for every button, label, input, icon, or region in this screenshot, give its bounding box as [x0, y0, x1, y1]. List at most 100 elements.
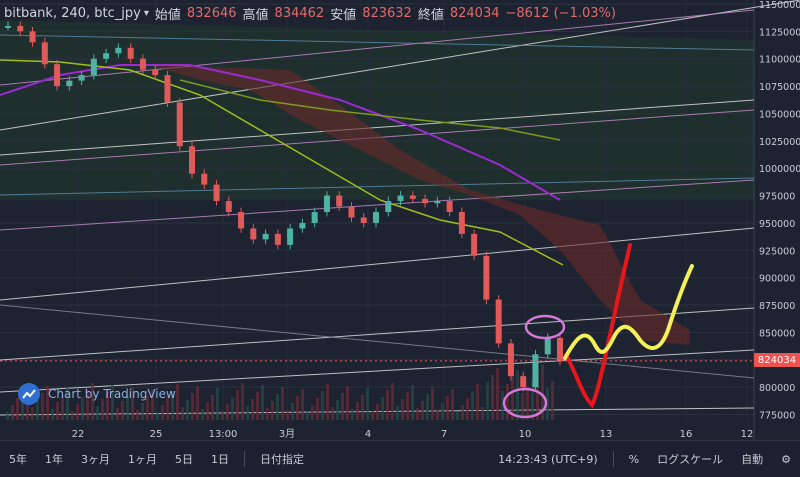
range-1d-button[interactable]: 1日 [211, 453, 229, 466]
volume-bar [341, 393, 344, 420]
y-tick-label: 1000000 [759, 164, 800, 175]
volume-bar [351, 409, 354, 420]
volume-bar [311, 405, 314, 420]
y-tick-label: 800000 [759, 383, 795, 394]
candle-body [274, 233, 281, 245]
log-scale-toggle[interactable]: ログスケール [657, 453, 724, 466]
volume-bar [346, 386, 349, 420]
volume-bar [421, 401, 424, 420]
volume-bar [116, 408, 119, 420]
volume-bar [71, 411, 74, 420]
y-tick-label: 1075000 [759, 82, 800, 93]
range-5d-button[interactable]: 5日 [175, 453, 193, 466]
y-tick-label: 925000 [759, 246, 795, 257]
volume-bar [61, 395, 64, 420]
volume-bar [241, 383, 244, 420]
volume-bar [486, 382, 489, 420]
candle-body [115, 47, 122, 54]
gear-icon[interactable]: ⚙ [781, 452, 791, 466]
candle-body [446, 201, 453, 212]
volume-bar [331, 407, 334, 420]
volume-bar [411, 385, 414, 420]
volume-bar [356, 402, 359, 420]
range-3m-button[interactable]: 3ヶ月 [81, 453, 110, 466]
volume-bar [461, 405, 464, 420]
auto-scale-toggle[interactable]: 自動 [741, 453, 764, 466]
volume-bar [286, 410, 289, 420]
candle-body [54, 64, 61, 87]
volume-bar [46, 386, 49, 420]
volume-bar [121, 401, 124, 420]
open-value: 832646 [186, 5, 237, 21]
volume-bar [156, 412, 159, 420]
volume-bar [361, 395, 364, 420]
candle-body [5, 25, 11, 28]
candle-body [139, 58, 146, 70]
volume-bar [391, 383, 394, 420]
volume-bar [186, 400, 189, 420]
volume-bar [161, 405, 164, 420]
candle-body [557, 337, 563, 361]
last-price-tag: 824034 [754, 353, 800, 367]
candle-body [532, 354, 539, 388]
candle-body [201, 173, 208, 185]
volume-bar [96, 406, 99, 420]
bottom-toolbar: 5年 1年 3ヶ月 1ヶ月 5日 1日 日付指定 14:23:43 (UTC+9… [0, 440, 800, 477]
low-value: 823632 [362, 5, 412, 21]
volume-bar [11, 405, 14, 420]
volume-bar [191, 393, 194, 420]
volume-bar [131, 387, 134, 420]
volume-bar [466, 398, 469, 420]
tradingview-watermark[interactable]: Chart by TradingView [18, 383, 176, 405]
x-tick-label: 12 [741, 429, 754, 440]
x-tick-label: 3月 [279, 428, 295, 440]
volume-bar [266, 408, 269, 420]
volume-bar [251, 399, 254, 420]
volume-bar [171, 391, 174, 420]
candle-body [409, 195, 416, 199]
goto-date-button[interactable]: 日付指定 [260, 453, 304, 466]
volume-bar [66, 388, 69, 420]
volume-bar [256, 392, 259, 420]
volume-bar [381, 397, 384, 420]
y-tick-label: 1150000 [759, 0, 800, 11]
x-tick-label: 16 [680, 429, 693, 440]
toolbar-divider [612, 451, 614, 467]
volume-bar [6, 412, 9, 420]
volume-bar [226, 404, 229, 420]
volume-bar [451, 389, 454, 420]
y-tick-label: 875000 [759, 301, 795, 312]
yellow-scenario-line [563, 264, 694, 360]
candle-body [348, 206, 355, 218]
x-tick-label: 25 [150, 429, 163, 440]
clock-display: 14:23:43 (UTC+9) [498, 452, 598, 466]
symbol-label[interactable]: bitbank, 240, btc_jpy [4, 5, 141, 21]
volume-bar [536, 372, 539, 420]
volume-bar [16, 398, 19, 420]
volume-bar [516, 370, 519, 420]
candle-body [520, 376, 527, 388]
chevron-down-icon[interactable]: ▾ [143, 7, 149, 19]
volume-bar [326, 384, 329, 420]
percent-toggle[interactable]: % [628, 452, 640, 466]
change-value: −8612 (−1.03%) [505, 5, 616, 21]
range-1y-button[interactable]: 1年 [45, 453, 63, 466]
volume-bar [216, 388, 219, 420]
candle-body [238, 212, 245, 229]
volume-bar [551, 381, 554, 420]
range-1m-button[interactable]: 1ヶ月 [128, 453, 157, 466]
volume-bar [221, 411, 224, 420]
candle-body [458, 212, 465, 234]
volume-bar [91, 383, 94, 420]
range-5y-button[interactable]: 5年 [9, 453, 27, 466]
x-tick-label: 10 [519, 429, 532, 440]
candle-body [385, 201, 392, 212]
x-tick-label: 22 [72, 429, 85, 440]
volume-bar [276, 394, 279, 420]
x-tick-label: 13 [600, 429, 613, 440]
volume-bar [436, 410, 439, 420]
volume-bar [541, 365, 544, 420]
volume-bar [296, 396, 299, 420]
